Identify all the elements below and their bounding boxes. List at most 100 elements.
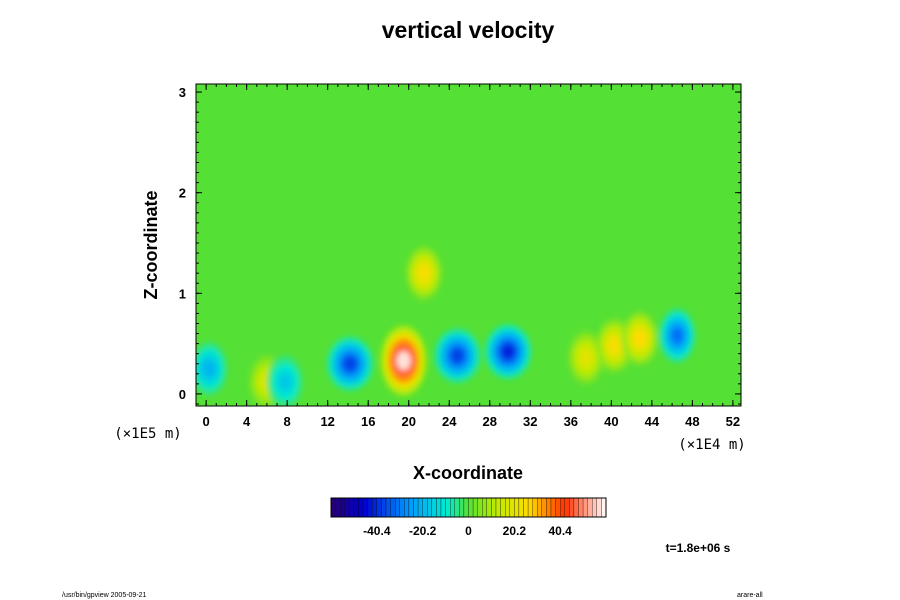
- field-feature: [485, 324, 532, 379]
- x-tick-label: 24: [442, 414, 457, 429]
- field-contour: [417, 265, 430, 281]
- x-tick-label: 0: [203, 414, 210, 429]
- field-contour: [501, 343, 516, 360]
- field-contour: [396, 351, 411, 371]
- colorbar-cell: [578, 497, 584, 518]
- field-contour: [203, 360, 216, 377]
- field-contour: [342, 355, 357, 372]
- colorbar-cell: [330, 497, 336, 518]
- x-tick-label: 12: [320, 414, 334, 429]
- colorbar-cell: [541, 497, 547, 518]
- field-feature: [267, 354, 304, 406]
- colorbar-tick-label: -40.4: [363, 524, 391, 538]
- colorbar-tick-label: 20.2: [503, 524, 527, 538]
- colorbar-cell: [587, 497, 593, 518]
- field-contour: [608, 337, 621, 354]
- field-feature: [326, 336, 373, 391]
- x-unit-label: (×1E4 m): [678, 437, 745, 453]
- chart-title: vertical velocity: [382, 17, 555, 43]
- field-contour: [671, 327, 684, 344]
- colorbar-cell: [573, 497, 579, 518]
- colorbar-cell: [367, 497, 373, 518]
- colorbar-cell: [509, 497, 515, 518]
- x-tick-label: 40: [604, 414, 618, 429]
- footer-right: arare-all: [737, 592, 763, 599]
- colorbar-tick-label: 0: [465, 524, 472, 538]
- y-tick-label: 1: [179, 286, 186, 301]
- field-feature: [621, 311, 658, 366]
- colorbar-cell: [564, 497, 570, 518]
- colorbar-cell: [427, 497, 432, 518]
- colorbar-cell: [362, 497, 368, 518]
- colorbar-cell: [404, 497, 410, 518]
- y-axis-ticks: 0 1 2 3: [179, 85, 741, 405]
- plot-frame: [195, 83, 742, 407]
- colorbar-cell: [353, 497, 359, 518]
- x-tick-label: 28: [483, 414, 497, 429]
- colorbar-cell: [500, 497, 506, 518]
- time-label: t=1.8e+06 s: [666, 541, 731, 555]
- colorbar-cell: [445, 497, 451, 518]
- x-axis-label: X-coordinate: [413, 463, 523, 483]
- field-feature: [196, 341, 228, 396]
- y-unit-label: (×1E5 m): [114, 426, 181, 442]
- colorbar-cell: [495, 497, 501, 518]
- colorbar-tick-label: -20.2: [409, 524, 437, 538]
- colorbar-cell: [514, 497, 520, 518]
- colorbar-cell: [459, 497, 465, 518]
- field-contour: [633, 330, 646, 347]
- field-feature: [596, 318, 633, 373]
- colorbar-cell: [440, 497, 446, 518]
- x-tick-label: 8: [284, 414, 291, 429]
- colorbar-cell: [436, 497, 442, 518]
- y-tick-label: 3: [179, 85, 186, 100]
- field-contour: [450, 347, 465, 364]
- y-axis-label: Z-coordinate: [141, 190, 161, 299]
- colorbar-cells: [330, 497, 607, 518]
- colorbar-cell: [349, 497, 355, 518]
- colorbar-cell: [482, 497, 487, 518]
- x-tick-label: 48: [685, 414, 699, 429]
- colorbar-cell: [518, 497, 524, 518]
- colorbar-cell: [344, 497, 350, 518]
- field-layer: [196, 246, 696, 406]
- colorbar-cell: [472, 497, 478, 518]
- field-feature: [380, 325, 427, 396]
- colorbar-cell: [491, 497, 497, 518]
- colorbar-cell: [560, 497, 565, 518]
- x-tick-label: 52: [726, 414, 740, 429]
- colorbar-cell: [340, 497, 345, 518]
- colorbar-tick-label: 40.4: [548, 524, 572, 538]
- colorbar-cell: [523, 497, 529, 518]
- colorbar-cell: [569, 497, 575, 518]
- colorbar-cell: [431, 497, 437, 518]
- colorbar-cell: [601, 497, 607, 518]
- colorbar-cell: [417, 497, 423, 518]
- x-tick-label: 32: [523, 414, 537, 429]
- colorbar-cell: [592, 497, 597, 518]
- colorbar-cell: [550, 497, 556, 518]
- colorbar-cell: [372, 497, 377, 518]
- field-feature: [568, 330, 605, 385]
- colorbar: -40.4 -20.2 0 20.2 40.4: [330, 497, 607, 538]
- colorbar-cell: [596, 497, 602, 518]
- field-contour: [279, 374, 292, 390]
- y-tick-label: 2: [179, 186, 186, 201]
- colorbar-cell: [454, 497, 460, 518]
- colorbar-cell: [546, 497, 552, 518]
- colorbar-cell: [376, 497, 382, 518]
- colorbar-cell: [395, 497, 400, 518]
- colorbar-cell: [399, 497, 405, 518]
- colorbar-cell: [468, 497, 474, 518]
- colorbar-cell: [385, 497, 391, 518]
- colorbar-cell: [335, 497, 341, 518]
- x-tick-label: 44: [645, 414, 660, 429]
- x-tick-label: 4: [243, 414, 251, 429]
- colorbar-cell: [477, 497, 483, 518]
- colorbar-cell: [413, 497, 419, 518]
- colorbar-cell: [390, 497, 396, 518]
- colorbar-cell: [537, 497, 542, 518]
- colorbar-frame: [330, 497, 607, 518]
- footer-left: /usr/bin/gpview 2005-09-21: [62, 592, 147, 599]
